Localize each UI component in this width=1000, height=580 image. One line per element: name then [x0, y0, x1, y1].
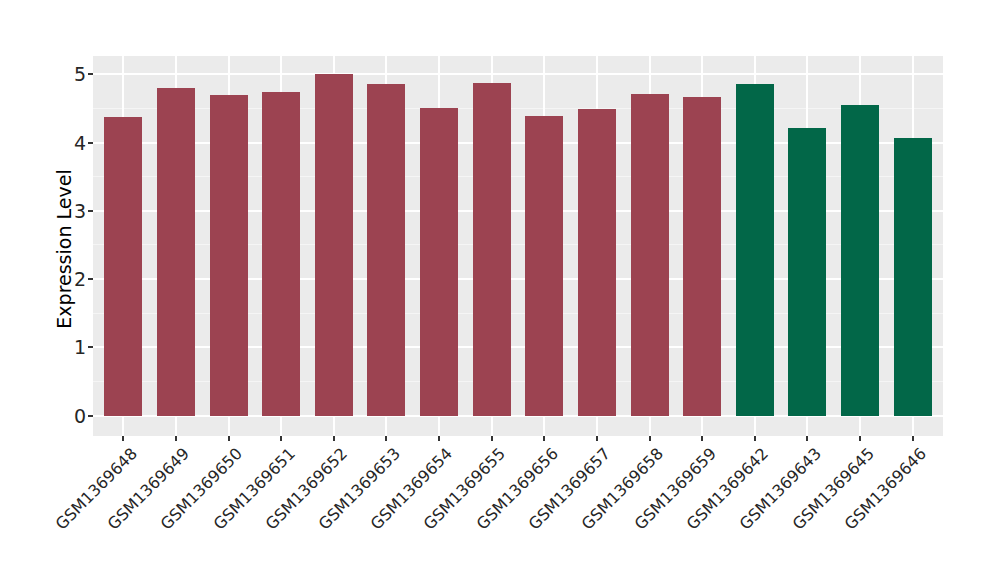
- bar-GSM1369650: [210, 95, 248, 415]
- bar-GSM1369642: [736, 84, 774, 416]
- x-axis-tick: [806, 436, 808, 441]
- x-axis-tick: [385, 436, 387, 441]
- bar-GSM1369655: [473, 83, 511, 416]
- bar-GSM1369645: [841, 105, 879, 416]
- x-axis-tick: [491, 436, 493, 441]
- bar-GSM1369646: [894, 138, 932, 416]
- y-tick-label: 2: [74, 267, 86, 291]
- x-axis-tick: [333, 436, 335, 441]
- y-tick-label: 1: [74, 335, 86, 359]
- y-tick-label: 0: [74, 404, 86, 428]
- bar-GSM1369657: [578, 109, 616, 416]
- y-axis-tick: [88, 73, 93, 75]
- bar-GSM1369658: [631, 94, 669, 416]
- plot-panel: [93, 56, 943, 436]
- y-axis-tick: [88, 415, 93, 417]
- y-axis-tick: [88, 278, 93, 280]
- expression-bar-chart: Expression Level 012345GSM1369648GSM1369…: [0, 0, 1000, 580]
- y-axis-tick: [88, 346, 93, 348]
- bar-GSM1369659: [683, 97, 721, 415]
- gridline-major: [93, 73, 943, 75]
- bar-GSM1369651: [262, 92, 300, 416]
- bar-GSM1369648: [104, 117, 142, 415]
- x-axis-tick: [175, 436, 177, 441]
- x-axis-tick: [649, 436, 651, 441]
- bar-GSM1369653: [367, 84, 405, 415]
- bar-GSM1369656: [525, 116, 563, 416]
- y-axis-tick: [88, 142, 93, 144]
- y-axis-title: Expression Level: [53, 169, 75, 328]
- x-axis-tick: [701, 436, 703, 441]
- y-tick-label: 5: [74, 62, 86, 86]
- x-axis-tick: [228, 436, 230, 441]
- y-tick-label: 4: [74, 131, 86, 155]
- x-axis-tick: [543, 436, 545, 441]
- x-axis-tick: [596, 436, 598, 441]
- bar-GSM1369654: [420, 108, 458, 415]
- bar-GSM1369643: [788, 128, 826, 416]
- y-axis-tick: [88, 210, 93, 212]
- bar-GSM1369652: [315, 74, 353, 416]
- x-axis-tick: [280, 436, 282, 441]
- y-tick-label: 3: [74, 199, 86, 223]
- x-axis-tick: [912, 436, 914, 441]
- bar-GSM1369649: [157, 88, 195, 416]
- x-axis-tick: [859, 436, 861, 441]
- x-axis-tick: [438, 436, 440, 441]
- x-axis-tick: [122, 436, 124, 441]
- x-axis-tick: [754, 436, 756, 441]
